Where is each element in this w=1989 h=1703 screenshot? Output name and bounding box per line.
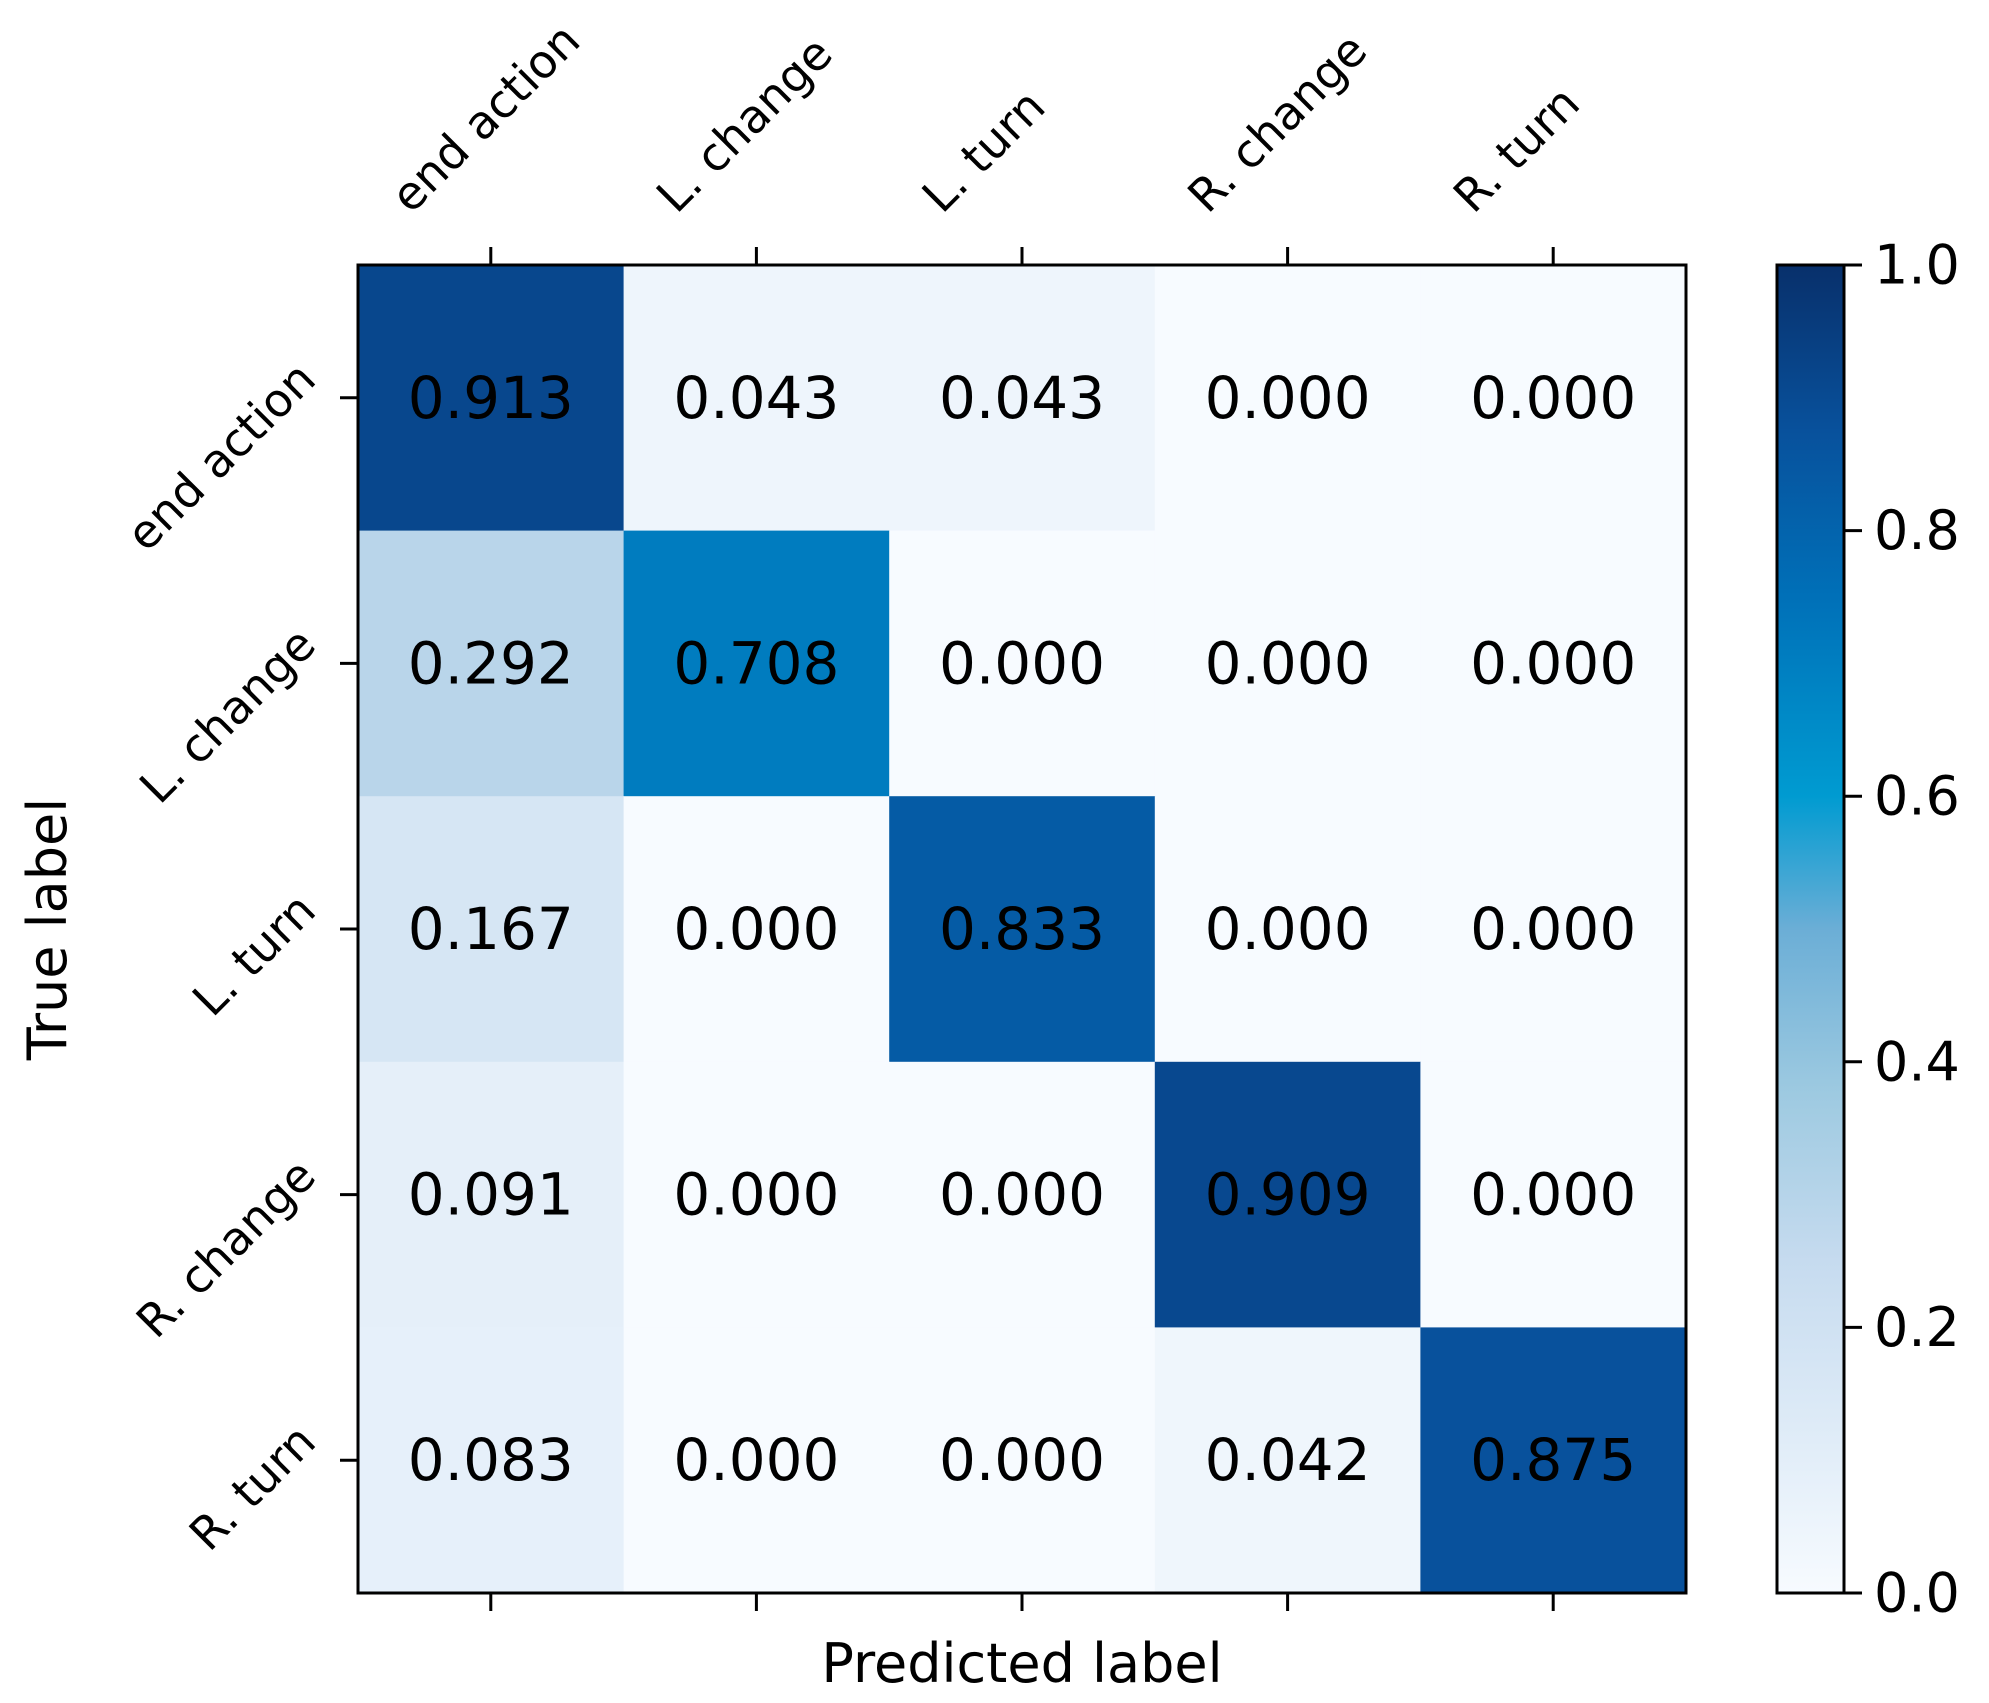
heatmap-cell-r1-c2 <box>889 530 1156 797</box>
heatmap-cell-r1-c3 <box>1154 530 1421 797</box>
colorbar-tick-label: 0.0 <box>1874 1562 1960 1625</box>
heatmap-cell-r1-c1 <box>623 530 890 797</box>
colorbar-ticks: 0.0 0.2 0.4 0.6 0.8 1.0 <box>1844 234 1960 1625</box>
heatmap-cell-r4-c4 <box>1420 1327 1687 1594</box>
heatmap-cell-r0-c2 <box>889 265 1156 532</box>
cell-value-r3-c1: 0.000 <box>673 1161 839 1229</box>
cell-value-r4-c4: 0.875 <box>1470 1426 1636 1494</box>
cell-value-r3-c3: 0.909 <box>1205 1161 1371 1229</box>
cell-value-r2-c3: 0.000 <box>1205 895 1371 963</box>
heatmap-cell-r3-c0 <box>358 1061 625 1328</box>
heatmap-cell-r2-c0 <box>358 796 625 1063</box>
cell-value-r4-c1: 0.000 <box>673 1426 839 1494</box>
x-tick-label: R. turn <box>1443 76 1590 223</box>
x-tick-label: L. change <box>646 26 843 223</box>
y-axis-label: True label <box>16 798 79 1061</box>
heatmap-cell-r0-c4 <box>1420 265 1687 532</box>
heatmap-cell-labels: 0.913 0.043 0.043 0.000 0.000 0.292 0.708 0.000… <box>408 364 1636 1494</box>
cell-value-r2-c1: 0.000 <box>673 895 839 963</box>
heatmap-cell-r2-c1 <box>623 796 890 1063</box>
cell-value-r1-c4: 0.000 <box>1470 629 1636 697</box>
heatmap-cell-r1-c4 <box>1420 530 1687 797</box>
y-axis-ticks: end action L. change L. turn R. change R. tu… <box>116 351 358 1561</box>
y-tick-label: L. turn <box>182 883 326 1027</box>
y-tick-label: L. change <box>129 617 326 814</box>
heatmap-cell-r0-c1 <box>623 265 890 532</box>
y-tick-label: R. change <box>126 1148 326 1348</box>
colorbar-tick-label: 0.6 <box>1874 765 1960 828</box>
heatmap-cell-r3-c2 <box>889 1061 1156 1328</box>
heatmap-cell-r4-c2 <box>889 1327 1156 1594</box>
cell-value-r2-c0: 0.167 <box>408 895 574 963</box>
heatmap-cell-r3-c3 <box>1154 1061 1421 1328</box>
colorbar-tick-label: 0.4 <box>1874 1030 1960 1093</box>
heatmap-cell-r4-c1 <box>623 1327 890 1594</box>
cell-value-r4-c3: 0.042 <box>1205 1426 1371 1494</box>
cell-value-r0-c4: 0.000 <box>1470 364 1636 432</box>
cell-value-r4-c0: 0.083 <box>408 1426 574 1494</box>
heatmap-cells <box>358 265 1687 1594</box>
heatmap-cell-r4-c3 <box>1154 1327 1421 1594</box>
cell-value-r2-c2: 0.833 <box>939 895 1105 963</box>
heatmap-cell-r2-c2 <box>889 796 1156 1063</box>
colorbar <box>1775 263 1846 1595</box>
cell-value-r1-c1: 0.708 <box>673 629 839 697</box>
colorbar-tick-label: 1.0 <box>1874 234 1960 297</box>
heatmap-cell-r4-c0 <box>358 1327 625 1594</box>
cell-value-r3-c2: 0.000 <box>939 1161 1105 1229</box>
cell-value-r3-c4: 0.000 <box>1470 1161 1636 1229</box>
heatmap-cell-r2-c4 <box>1420 796 1687 1063</box>
cell-value-r3-c0: 0.091 <box>408 1161 574 1229</box>
colorbar-tick-label: 0.2 <box>1874 1296 1960 1359</box>
cell-value-r1-c3: 0.000 <box>1205 629 1371 697</box>
cell-value-r0-c0: 0.913 <box>408 364 574 432</box>
x-tick-label: L. turn <box>912 79 1056 223</box>
heatmap-cell-r3-c1 <box>623 1061 890 1328</box>
cell-value-r1-c0: 0.292 <box>408 629 574 697</box>
cell-value-r4-c2: 0.000 <box>939 1426 1105 1494</box>
heatmap-cell-r1-c0 <box>358 530 625 797</box>
cell-value-r0-c1: 0.043 <box>673 364 839 432</box>
y-tick-label: end action <box>116 351 326 561</box>
heatmap-cell-r3-c4 <box>1420 1061 1687 1328</box>
heatmap-cell-r2-c3 <box>1154 796 1421 1063</box>
heatmap-cell-r0-c3 <box>1154 265 1421 532</box>
cell-value-r2-c4: 0.000 <box>1470 895 1636 963</box>
x-tick-label: end action <box>380 13 590 223</box>
heatmap-cell-r0-c0 <box>358 265 625 532</box>
x-axis-label: Predicted label <box>821 1632 1222 1695</box>
colorbar-tick-label: 0.8 <box>1874 499 1960 562</box>
cell-value-r1-c2: 0.000 <box>939 629 1105 697</box>
cell-value-r0-c2: 0.043 <box>939 364 1105 432</box>
y-tick-label: R. turn <box>179 1414 326 1561</box>
x-tick-label: R. change <box>1177 23 1377 223</box>
cell-value-r0-c3: 0.000 <box>1205 364 1371 432</box>
